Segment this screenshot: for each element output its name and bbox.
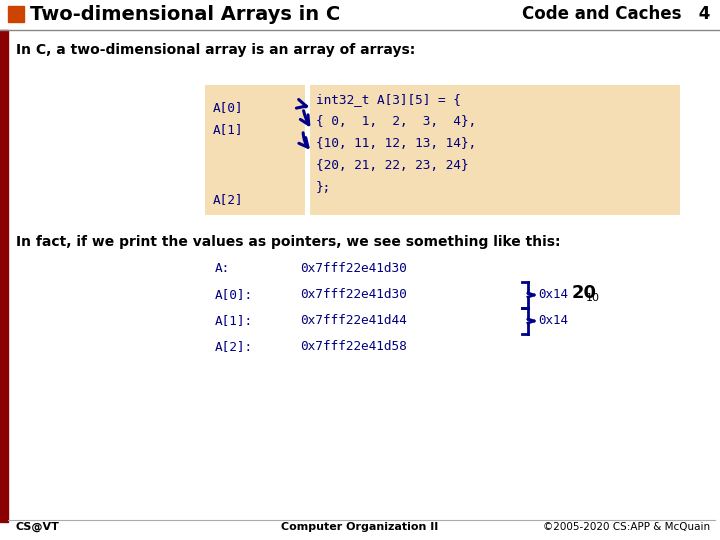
Bar <box>310 85 680 215</box>
Text: Two-dimensional Arrays in C: Two-dimensional Arrays in C <box>30 4 341 24</box>
Text: A[1]:: A[1]: <box>215 314 253 327</box>
Text: int32_t A[3][5] = {: int32_t A[3][5] = { <box>316 93 461 106</box>
Text: 0x7fff22e41d44: 0x7fff22e41d44 <box>300 314 407 327</box>
Text: A[0]:: A[0]: <box>215 288 253 301</box>
Text: };: }; <box>316 181 331 194</box>
Bar <box>8 6 24 22</box>
Text: 0x14: 0x14 <box>538 314 568 327</box>
Text: {20, 21, 22, 23, 24}: {20, 21, 22, 23, 24} <box>316 159 469 172</box>
Text: 0x7fff22e41d58: 0x7fff22e41d58 <box>300 340 407 353</box>
Text: 0x7fff22e41d30: 0x7fff22e41d30 <box>300 288 407 301</box>
Text: A[2]:: A[2]: <box>215 340 253 353</box>
Text: { 0,  1,  2,  3,  4},: { 0, 1, 2, 3, 4}, <box>316 115 476 128</box>
Text: 0x7fff22e41d30: 0x7fff22e41d30 <box>300 262 407 275</box>
Text: Computer Organization II: Computer Organization II <box>282 522 438 532</box>
Text: Code and Caches   4: Code and Caches 4 <box>521 5 710 23</box>
Text: {10, 11, 12, 13, 14},: {10, 11, 12, 13, 14}, <box>316 137 476 150</box>
Text: CS@VT: CS@VT <box>16 522 60 532</box>
Text: A[0]: A[0] <box>213 102 243 114</box>
Text: A[1]: A[1] <box>213 124 243 137</box>
Text: A[2]: A[2] <box>213 193 243 206</box>
Text: 10: 10 <box>586 293 600 303</box>
Text: 0x14: 0x14 <box>538 288 568 301</box>
Text: A:: A: <box>215 262 230 275</box>
Text: In fact, if we print the values as pointers, we see something like this:: In fact, if we print the values as point… <box>16 235 560 249</box>
Bar <box>205 85 305 215</box>
Text: ©2005-2020 CS:APP & McQuain: ©2005-2020 CS:APP & McQuain <box>543 522 710 532</box>
Bar <box>0 30 8 522</box>
Text: 20: 20 <box>572 284 597 302</box>
Text: In C, a two-dimensional array is an array of arrays:: In C, a two-dimensional array is an arra… <box>16 43 415 57</box>
